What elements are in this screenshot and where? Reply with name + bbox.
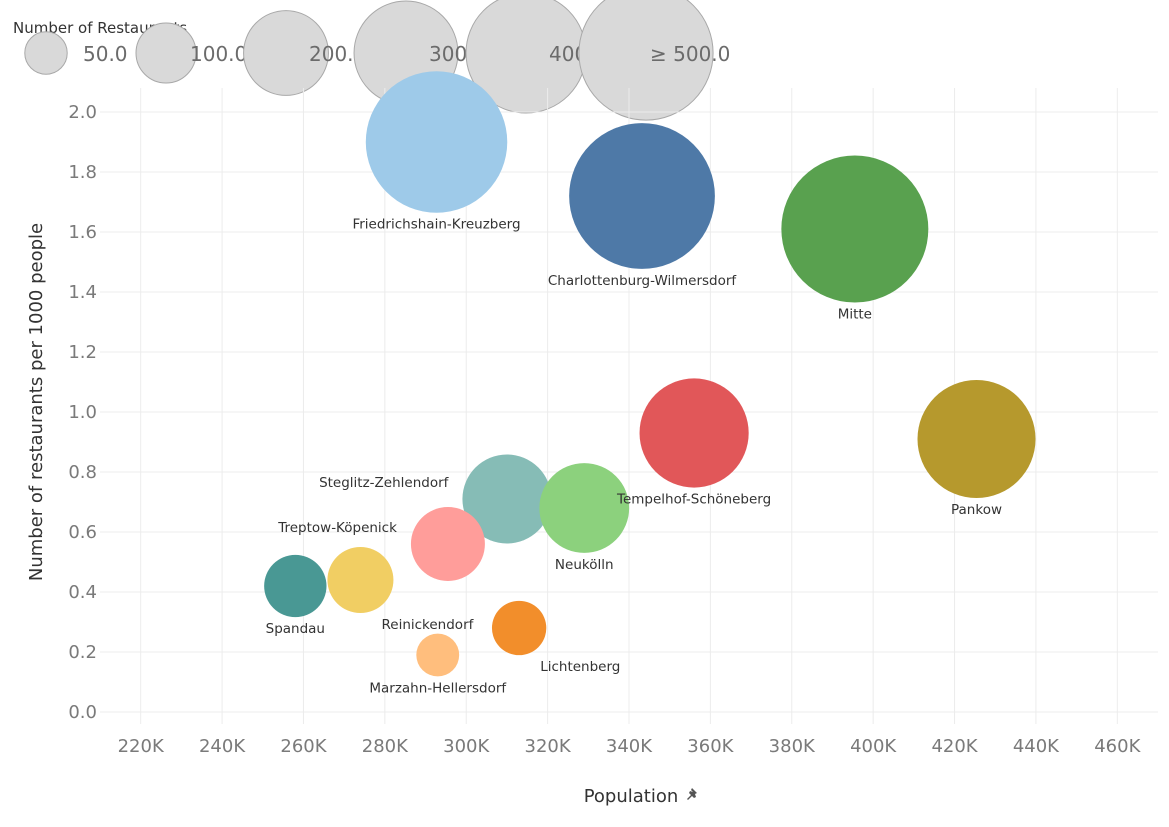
x-tick-label: 240K — [199, 736, 246, 757]
size-legend: Number of Restaurants 50.0 100.0 200.0 300.… — [13, 0, 730, 121]
x-tick-label: 300K — [443, 736, 490, 757]
point-label: Marzahn-Hellersdorf — [369, 680, 507, 696]
y-tick-label: 1.8 — [68, 162, 97, 183]
point-label: Tempelhof-Schöneberg — [616, 492, 771, 508]
y-tick-label: 2.0 — [68, 102, 97, 123]
legend-size-circle — [24, 31, 68, 75]
x-tick-label: 380K — [769, 736, 816, 757]
y-tick-label: 0.4 — [68, 582, 97, 603]
data-point[interactable] — [639, 378, 749, 488]
legend-size-label: ≥ 500.0 — [650, 42, 730, 66]
point-label: Neukölln — [555, 557, 614, 573]
y-tick-label: 0.2 — [68, 642, 97, 663]
data-point[interactable] — [917, 379, 1036, 499]
y-tick-label: 0.8 — [68, 462, 97, 483]
x-tick-label: 320K — [525, 736, 572, 757]
point-label: Friedrichshain-Kreuzberg — [352, 217, 520, 233]
x-tick-label: 420K — [931, 736, 978, 757]
pin-icon[interactable] — [687, 788, 697, 800]
x-tick-label: 280K — [362, 736, 409, 757]
point-label: Pankow — [951, 502, 1002, 518]
x-tick-label: 400K — [850, 736, 897, 757]
point-label: Spandau — [266, 621, 325, 637]
data-point[interactable] — [327, 547, 394, 613]
legend-size-circle — [135, 22, 197, 84]
x-tick-label: 220K — [118, 736, 165, 757]
y-tick-label: 1.6 — [68, 222, 97, 243]
legend-size-circle — [243, 10, 329, 96]
data-point[interactable] — [264, 554, 327, 618]
data-point[interactable] — [539, 463, 630, 553]
point-label: Reinickendorf — [381, 617, 474, 633]
point-label: Mitte — [838, 306, 872, 322]
data-point[interactable] — [491, 600, 547, 656]
x-tick-label: 340K — [606, 736, 653, 757]
point-label: Charlottenburg-Wilmersdorf — [548, 273, 738, 289]
y-axis-title: Number of restaurants per 1000 people — [26, 223, 47, 581]
point-labels: Friedrichshain-Kreuzberg Charlottenburg-W… — [266, 217, 1002, 697]
point-label: Steglitz-Zehlendorf — [319, 475, 450, 491]
y-tick-label: 1.4 — [68, 282, 97, 303]
x-tick-label: 440K — [1013, 736, 1060, 757]
data-point[interactable] — [569, 123, 715, 269]
y-tick-label: 0.6 — [68, 522, 97, 543]
point-label: Treptow-Köpenick — [277, 520, 397, 536]
data-point[interactable] — [781, 155, 929, 303]
data-points — [264, 71, 1036, 677]
y-tick-label: 1.2 — [68, 342, 97, 363]
x-tick-label: 360K — [687, 736, 734, 757]
y-tick-label: 1.0 — [68, 402, 97, 423]
y-axis-ticks: 0.0 0.2 0.4 0.6 0.8 1.0 1.2 1.4 1.6 1.8 2.0 — [68, 102, 97, 723]
legend-size-circle — [578, 0, 714, 121]
data-point[interactable] — [410, 507, 485, 581]
data-point[interactable] — [416, 633, 460, 677]
data-point[interactable] — [365, 71, 508, 213]
x-axis-title: Population — [584, 786, 679, 807]
point-label: Lichtenberg — [540, 659, 620, 675]
x-axis-ticks: 220K 240K 260K 280K 300K 320K 340K 360K 380K 400K… — [118, 736, 1142, 757]
x-tick-label: 260K — [280, 736, 327, 757]
legend-size-label: 50.0 — [83, 42, 128, 66]
x-tick-label: 460K — [1094, 736, 1141, 757]
y-tick-label: 0.0 — [68, 702, 97, 723]
legend-size-label: 100.0 — [190, 42, 247, 66]
legend-items: 50.0 100.0 200.0 300.0 400.0 ≥ 500.0 — [24, 0, 730, 121]
data-point[interactable] — [462, 454, 552, 544]
